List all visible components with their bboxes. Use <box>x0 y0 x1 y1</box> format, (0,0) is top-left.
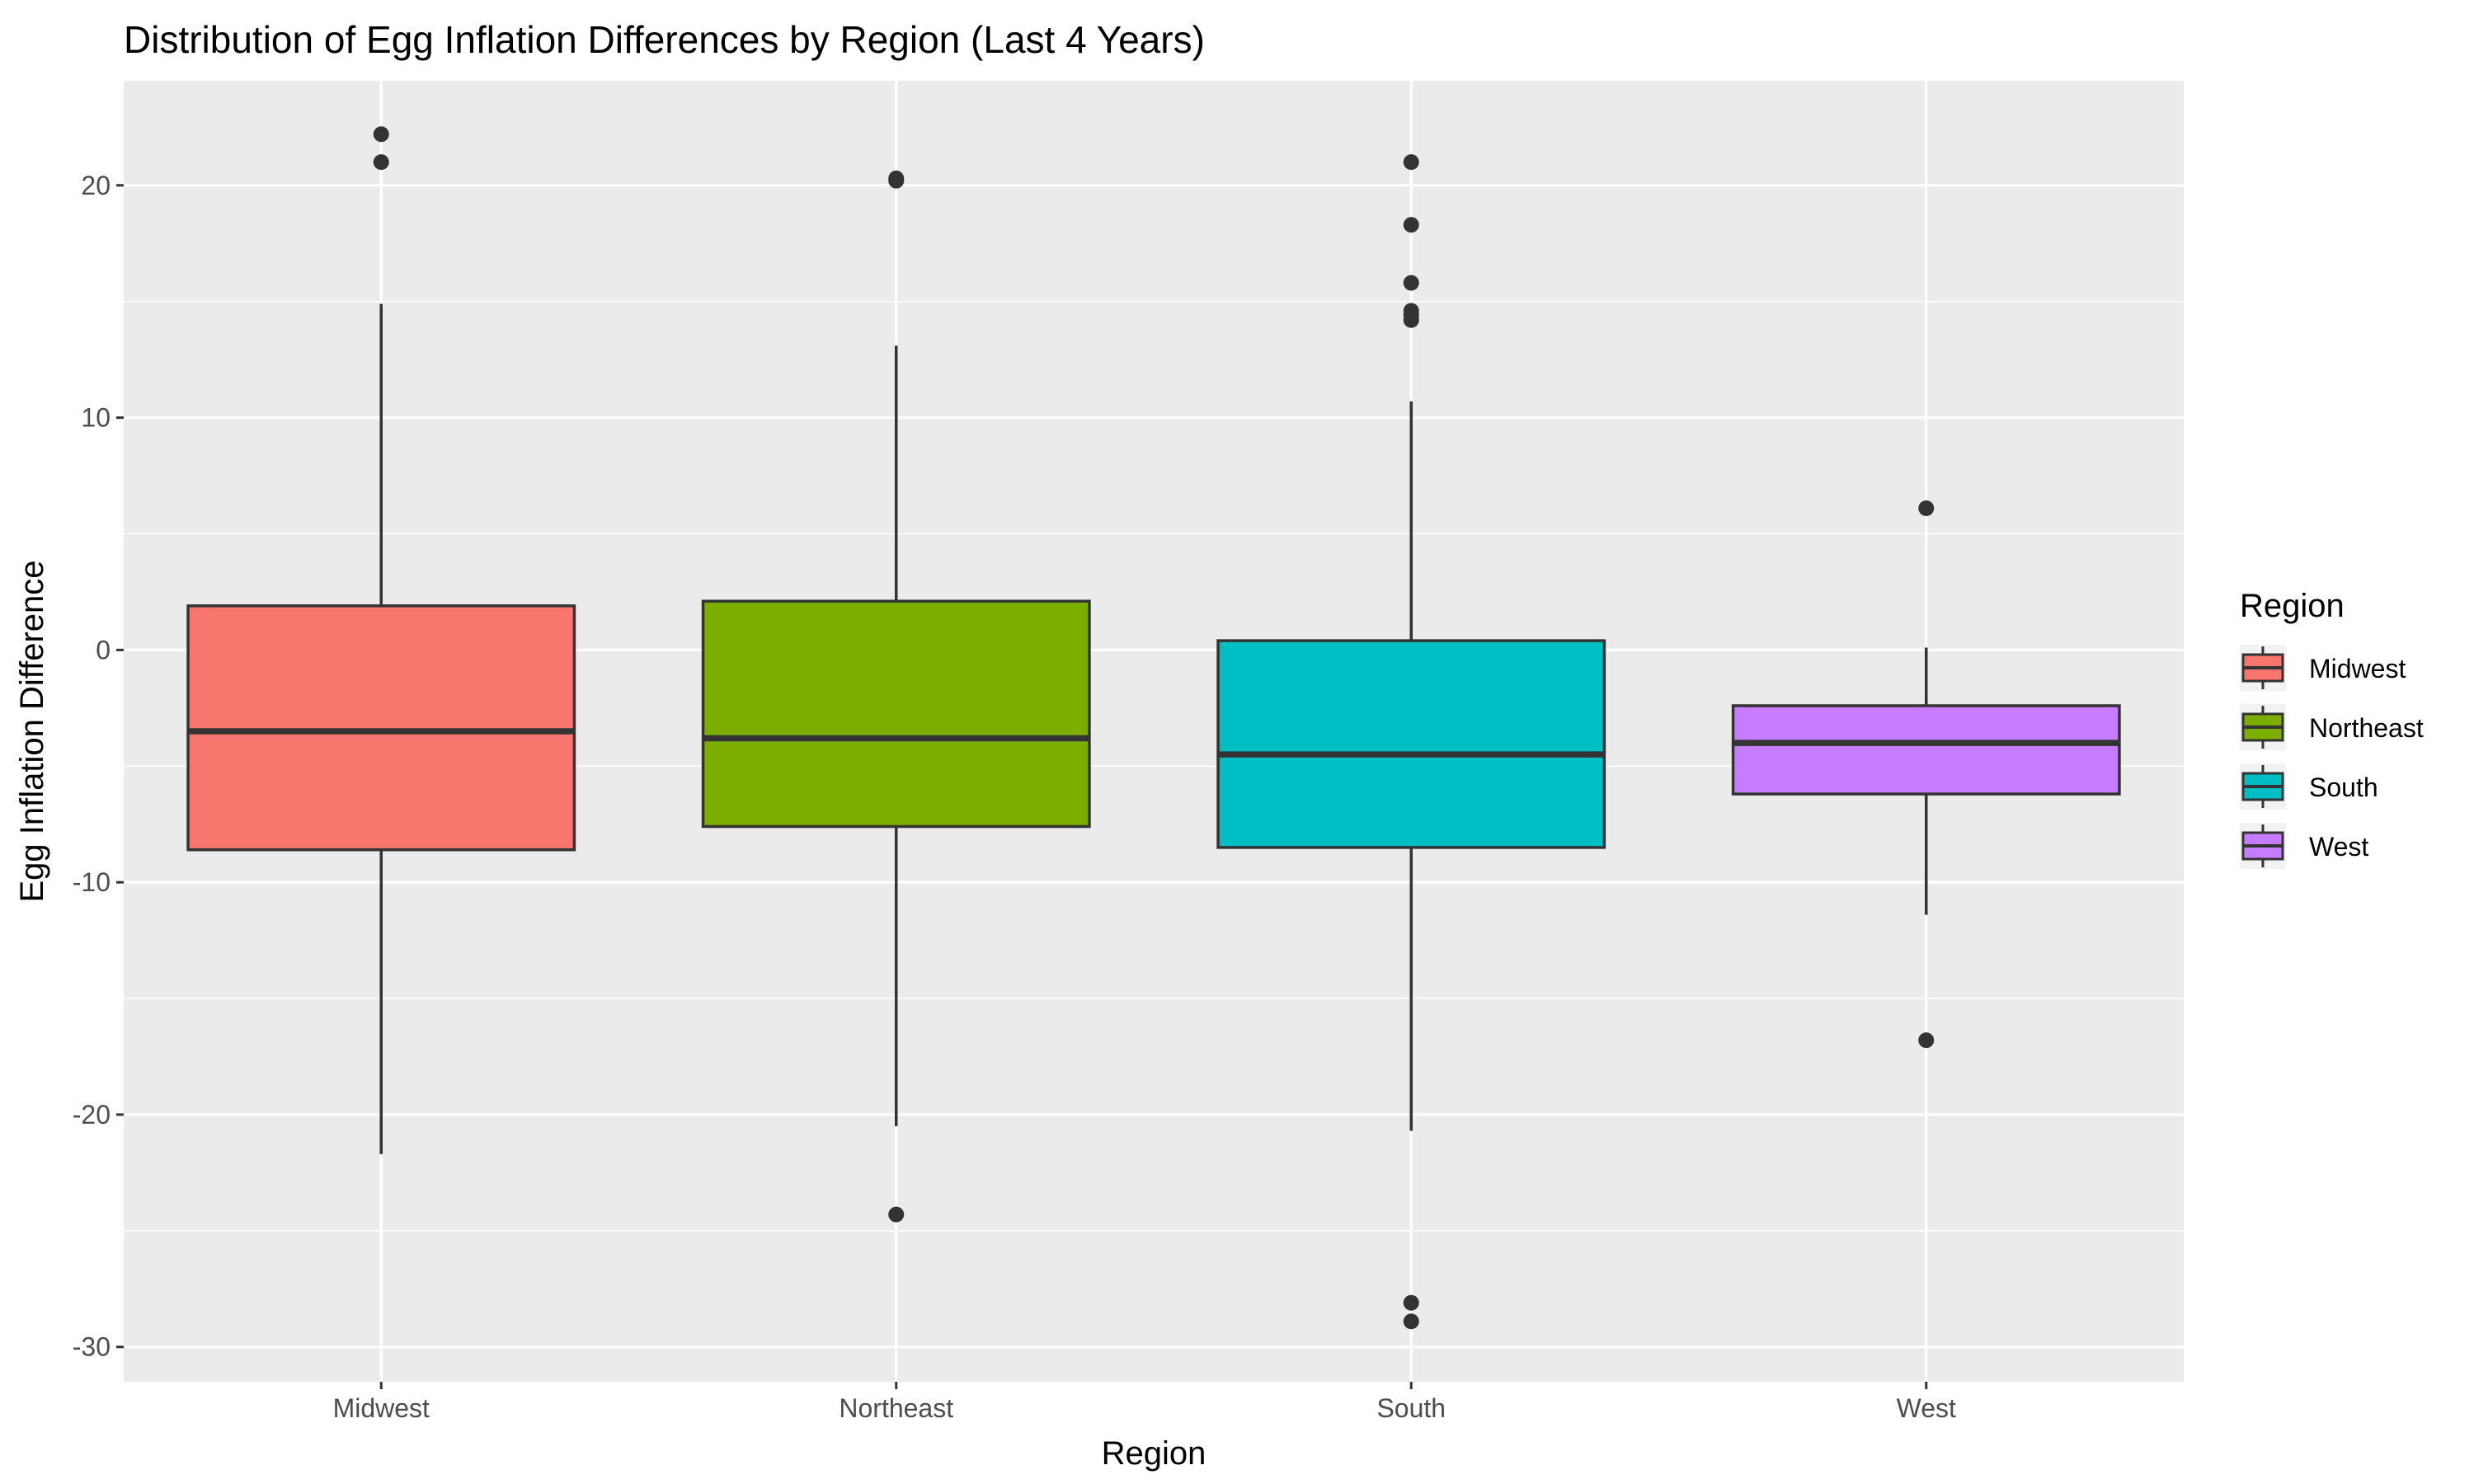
chart-title: Distribution of Egg Inflation Difference… <box>124 18 1205 61</box>
box-midwest <box>186 126 576 1154</box>
iqr-box <box>1216 639 1606 849</box>
x-tick-label: Midwest <box>333 1393 430 1423</box>
outlier-point <box>1403 1294 1419 1311</box>
outlier-point <box>1403 275 1419 291</box>
outlier-point <box>1403 154 1419 171</box>
y-tick-label: -30 <box>73 1332 111 1362</box>
x-tick-label: South <box>1376 1393 1446 1423</box>
x-axis-title: Region <box>1102 1435 1206 1472</box>
legend-item-midwest: Midwest <box>2240 645 2406 691</box>
iqr-box <box>1731 704 2121 796</box>
outlier-point <box>1918 500 1935 516</box>
y-tick-label: 10 <box>81 403 111 433</box>
legend: Region Midwest Northeast South West <box>2240 588 2424 869</box>
outlier-point <box>888 172 905 189</box>
legend-label: Midwest <box>2309 654 2406 683</box>
outlier-point <box>373 154 389 171</box>
box-south <box>1216 154 1606 1330</box>
boxes <box>186 126 2121 1330</box>
outlier-point <box>1403 312 1419 328</box>
outlier-point <box>1403 1313 1419 1330</box>
x-axis: Midwest Northeast South West <box>333 1382 1956 1423</box>
legend-label: Northeast <box>2309 713 2424 743</box>
outlier-point <box>373 126 389 143</box>
iqr-box <box>701 599 1091 829</box>
outlier-point <box>1918 1032 1935 1049</box>
iqr-box <box>186 604 576 852</box>
legend-item-northeast: Northeast <box>2240 704 2424 750</box>
outlier-point <box>888 1206 905 1223</box>
outlier-point <box>1403 217 1419 233</box>
legend-label: West <box>2309 832 2368 862</box>
legend-label: South <box>2309 773 2378 802</box>
x-tick-label: West <box>1897 1393 1956 1423</box>
box-northeast <box>701 170 1091 1223</box>
y-tick-label: -10 <box>73 867 111 897</box>
y-axis-title: Egg Inflation Difference <box>14 560 50 902</box>
legend-title: Region <box>2240 588 2345 624</box>
y-tick-label: -20 <box>73 1100 111 1129</box>
y-tick-label: 0 <box>96 635 111 665</box>
y-tick-label: 20 <box>81 171 111 200</box>
y-axis: -30 -20 -10 0 10 20 <box>73 171 124 1362</box>
legend-item-south: South <box>2240 763 2378 810</box>
x-tick-label: Northeast <box>839 1393 953 1423</box>
legend-item-west: West <box>2240 823 2368 869</box>
box-west <box>1731 500 2121 1049</box>
